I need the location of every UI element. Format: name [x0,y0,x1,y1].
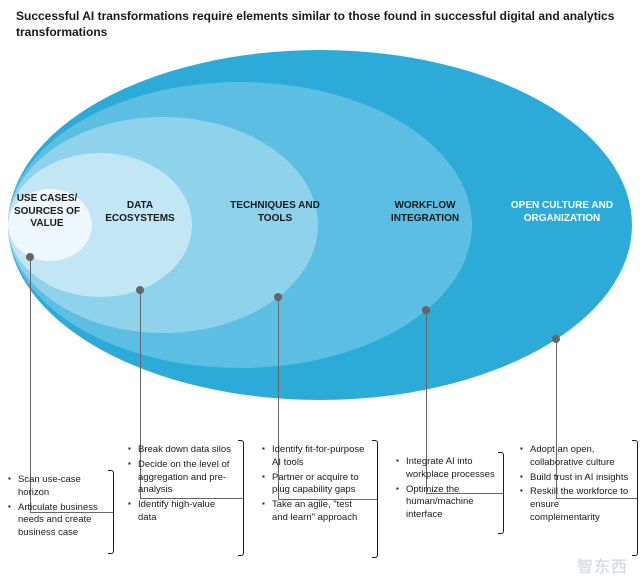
ring-label-workflow-integration: WORKFLOW INTEGRATION [380,200,470,225]
bullets-open-culture: Adopt an open, collaborative culture Buil… [520,444,630,527]
bullets-use-cases: Scan use-case horizonArticulate business… [8,474,106,542]
bullet-item: Take an agile, "test and learn" approach [262,499,370,525]
bracket-data-ecosystems [238,440,244,556]
bullet-item: Identify high-value data [128,499,236,525]
bracket-open-culture [632,440,638,556]
bullet-item: Break down data silos [128,444,236,457]
watermark: 智东西 [577,553,628,577]
bullet-item: Build trust in AI insights [520,472,630,485]
bracket-use-cases [108,470,114,554]
bullet-item: Integrate AI into workplace processes [396,456,496,482]
page-title: Successful AI transformations require el… [16,8,624,40]
ring-label-data-ecosystems: DATA ECOSYSTEMS [100,200,180,225]
bullet-item: Adopt an open, collaborative culture [520,444,630,470]
bullet-item: Optimize the human/machine interface [396,484,496,522]
bracket-workflow-integration [498,452,504,534]
bullet-item: Scan use-case horizon [8,474,106,500]
bullets-data-ecosystems: Break down data silos Decide on the level… [128,444,236,527]
bullet-item: Identify fit-for-purpose AI tools [262,444,370,470]
bullet-item: Decide on the level of aggregation and p… [128,459,236,497]
ring-label-open-culture: OPEN CULTURE AND ORGANIZATION [500,200,624,225]
bullet-item: Partner or acquire to plug capability ga… [262,472,370,498]
bullets-workflow-integration: Integrate AI into workplace processesOpt… [396,456,496,524]
bullet-item: Reskill the workforce to ensure compleme… [520,486,630,524]
ring-label-techniques-tools: TECHNIQUES AND TOOLS [230,200,320,225]
ring-label-use-cases: USE CASES/ SOURCES OF VALUE [10,193,84,231]
bullet-item: Articulate business needs and create bus… [8,502,106,540]
bracket-techniques-tools [372,440,378,558]
bullets-techniques-tools: Identify fit-for-purpose AI toolsPartner… [262,444,370,527]
